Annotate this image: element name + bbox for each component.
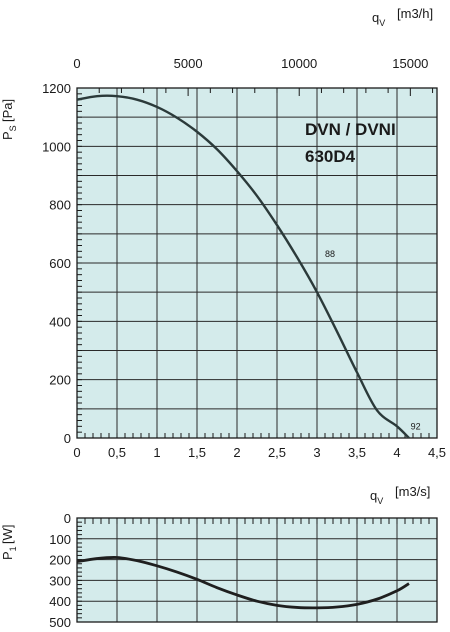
main-x-tick-label: 3,5 bbox=[348, 445, 366, 460]
main-y-axis-title: PS [Pa] bbox=[0, 99, 18, 140]
efficiency-label: 92 bbox=[411, 421, 421, 431]
main-x-tick-label: 4,5 bbox=[428, 445, 446, 460]
main-x-tick-label: 2,5 bbox=[268, 445, 286, 460]
main-x-tick-label: 1 bbox=[153, 445, 160, 460]
main-x-axis-title: qV [m3/s] bbox=[370, 484, 430, 506]
power-plot-area bbox=[77, 518, 437, 622]
top-x-tick-label: 10000 bbox=[281, 56, 317, 71]
power-plot-frame bbox=[76, 517, 438, 623]
power-y-tick-label: 0 bbox=[64, 511, 71, 526]
svg-text:P1: P1 bbox=[0, 546, 18, 560]
svg-text:[Pa]: [Pa] bbox=[0, 99, 15, 122]
power-y-axis-title: P1 [W] bbox=[0, 525, 18, 561]
power-y-tick-label: 400 bbox=[49, 594, 71, 609]
model-title-line-1: DVN / DVNI bbox=[305, 120, 396, 139]
power-y-tick-labels: 0 100 200 300 400 500 bbox=[49, 511, 71, 630]
main-minor-ticks bbox=[76, 87, 438, 439]
model-title-line-2: 630D4 bbox=[305, 147, 356, 166]
main-x-axis-unit: [m3/s] bbox=[395, 484, 430, 499]
main-y-tick-label: 600 bbox=[49, 256, 71, 271]
main-x-tick-label: 0,5 bbox=[108, 445, 126, 460]
main-y-tick-label: 1200 bbox=[42, 81, 71, 96]
top-axis-title: qV [m3/h] bbox=[372, 6, 433, 28]
efficiency-label: 88 bbox=[325, 249, 335, 259]
main-x-tick-labels: 0 0,5 1 1,5 2 2,5 3 3,5 4 4,5 bbox=[73, 445, 446, 460]
main-x-tick-label: 4 bbox=[393, 445, 400, 460]
top-axis-unit: [m3/h] bbox=[397, 6, 433, 21]
main-y-tick-label: 400 bbox=[49, 314, 71, 329]
power-y-axis-unit: [W] bbox=[0, 525, 15, 545]
main-y-tick-label: 800 bbox=[49, 198, 71, 213]
main-x-tick-label: 2 bbox=[233, 445, 240, 460]
top-x-tick-labels: 0 5000 10000 15000 bbox=[73, 56, 428, 71]
svg-text:qV: qV bbox=[370, 488, 383, 506]
main-x-tick-label: 3 bbox=[313, 445, 320, 460]
main-y-tick-label: 0 bbox=[64, 431, 71, 446]
top-x-tick-label: 15000 bbox=[392, 56, 428, 71]
main-y-tick-label: 1000 bbox=[42, 139, 71, 154]
power-y-tick-label: 200 bbox=[49, 553, 71, 568]
svg-text:PS: PS bbox=[0, 125, 18, 140]
main-y-tick-label: 200 bbox=[49, 373, 71, 388]
svg-text:qV: qV bbox=[372, 10, 385, 28]
main-x-tick-label: 1,5 bbox=[188, 445, 206, 460]
main-annotations: 88 92 bbox=[325, 249, 421, 431]
power-series-layer bbox=[77, 556, 410, 610]
top-x-tick-label: 5000 bbox=[174, 56, 203, 71]
power-curve-line bbox=[77, 556, 410, 610]
power-y-tick-label: 100 bbox=[49, 532, 71, 547]
top-x-tick-label: 0 bbox=[73, 56, 80, 71]
main-series-layer bbox=[77, 94, 410, 438]
pressure-curve-line bbox=[77, 94, 410, 438]
main-x-tick-label: 0 bbox=[73, 445, 80, 460]
main-plot-frame bbox=[76, 87, 438, 439]
power-y-tick-label: 500 bbox=[49, 615, 71, 627]
power-y-tick-label: 300 bbox=[49, 573, 71, 588]
main-y-tick-labels: 0 200 400 600 800 1000 1200 bbox=[42, 81, 71, 446]
